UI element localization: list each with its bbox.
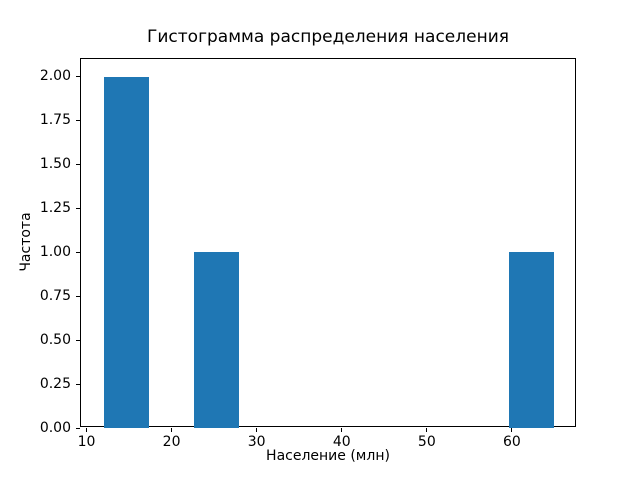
y-tick-label: 2.00: [39, 68, 71, 85]
y-tick-mark: [76, 207, 80, 209]
y-axis-label: Частота: [18, 212, 34, 272]
y-tick-mark: [76, 163, 80, 165]
x-tick-label: 10: [77, 434, 96, 450]
y-tick-label: 0.25: [39, 375, 71, 392]
x-tick-label: 50: [417, 434, 436, 450]
histogram-bar: [193, 252, 239, 428]
x-tick-mark: [171, 428, 173, 432]
y-tick-mark: [76, 251, 80, 253]
plot-area: 10 20 30 40 50 60 0.00 0.25 0.50 0.75 1.00 1.25 1.50…: [40, 58, 576, 450]
y-tick-label: 1.75: [39, 112, 71, 128]
y-tick-label: 1.25: [39, 199, 71, 216]
y-tick-mark: [76, 76, 80, 78]
y-tick-label: 0.75: [39, 287, 71, 304]
x-tick-label: 60: [502, 434, 521, 450]
x-tick-mark: [341, 428, 343, 432]
x-tick-mark: [86, 428, 88, 432]
y-tick-mark: [76, 339, 80, 341]
x-axis-label: Население (млн): [266, 448, 390, 464]
y-tick-label: 0.50: [39, 331, 71, 348]
y-tick-mark: [76, 295, 80, 297]
y-tick-mark: [76, 427, 80, 429]
x-tick-label: 30: [247, 434, 266, 450]
histogram-bar: [509, 252, 555, 428]
x-tick-mark: [256, 428, 258, 432]
y-tick-label: 1.50: [39, 155, 71, 172]
x-tick-label: 40: [332, 434, 351, 450]
y-tick-mark: [76, 383, 80, 385]
x-tick-mark: [426, 428, 428, 432]
chart-title: Гистограмма распределения населения: [147, 27, 509, 47]
y-tick-label: 0.00: [39, 419, 71, 436]
histogram-bar: [103, 76, 149, 428]
x-tick-mark: [511, 428, 513, 432]
x-tick-label: 20: [162, 434, 181, 450]
y-tick-label: 1.00: [39, 243, 71, 260]
y-tick-mark: [76, 120, 80, 121]
